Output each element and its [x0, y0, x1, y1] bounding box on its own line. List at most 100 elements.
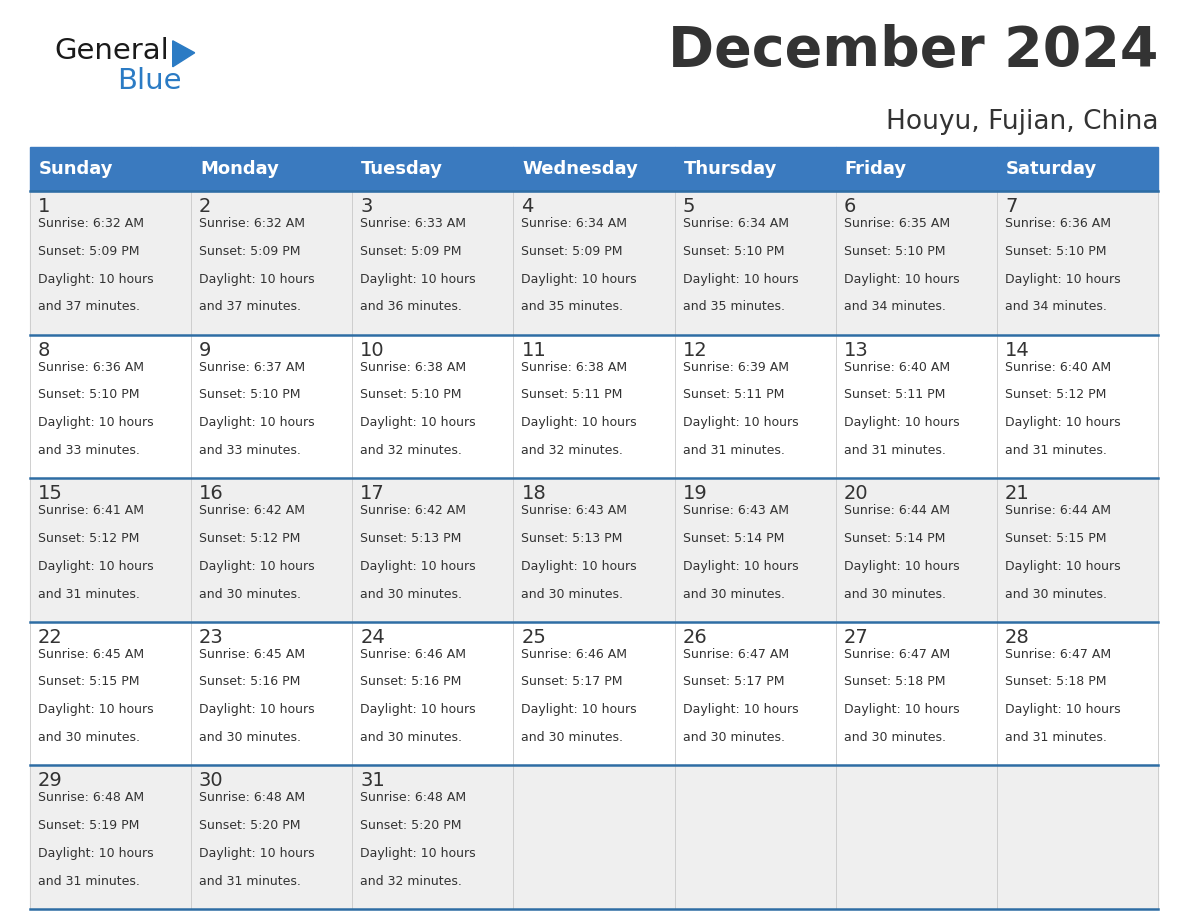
Text: Sunset: 5:09 PM: Sunset: 5:09 PM [198, 245, 301, 258]
Bar [30, 334, 1158, 478]
Text: Sunset: 5:10 PM: Sunset: 5:10 PM [360, 388, 462, 401]
Text: 13: 13 [843, 341, 868, 360]
Text: Sunset: 5:11 PM: Sunset: 5:11 PM [683, 388, 784, 401]
Text: Sunset: 5:20 PM: Sunset: 5:20 PM [360, 819, 462, 832]
Text: Daylight: 10 hours: Daylight: 10 hours [360, 273, 475, 285]
Bar [513, 147, 675, 191]
Text: Sunset: 5:10 PM: Sunset: 5:10 PM [683, 245, 784, 258]
Text: Sunset: 5:20 PM: Sunset: 5:20 PM [198, 819, 301, 832]
Text: Daylight: 10 hours: Daylight: 10 hours [683, 703, 798, 716]
Text: and 35 minutes.: and 35 minutes. [683, 300, 784, 313]
Text: Daylight: 10 hours: Daylight: 10 hours [1005, 416, 1120, 429]
Text: Daylight: 10 hours: Daylight: 10 hours [198, 416, 315, 429]
Text: Sunrise: 6:47 AM: Sunrise: 6:47 AM [1005, 648, 1111, 661]
Text: Daylight: 10 hours: Daylight: 10 hours [683, 560, 798, 573]
Text: Sunrise: 6:44 AM: Sunrise: 6:44 AM [843, 504, 950, 517]
Text: Sunrise: 6:43 AM: Sunrise: 6:43 AM [522, 504, 627, 517]
Bar [30, 191, 1158, 334]
Text: and 30 minutes.: and 30 minutes. [522, 588, 624, 600]
Text: Daylight: 10 hours: Daylight: 10 hours [1005, 273, 1120, 285]
Text: and 31 minutes.: and 31 minutes. [38, 875, 139, 888]
Text: Sunset: 5:14 PM: Sunset: 5:14 PM [683, 532, 784, 545]
Text: Sunset: 5:17 PM: Sunset: 5:17 PM [683, 676, 784, 688]
Text: 14: 14 [1005, 341, 1030, 360]
Text: Daylight: 10 hours: Daylight: 10 hours [1005, 703, 1120, 716]
Text: and 30 minutes.: and 30 minutes. [1005, 588, 1107, 600]
Text: Sunset: 5:14 PM: Sunset: 5:14 PM [843, 532, 946, 545]
Bar [191, 147, 352, 191]
Text: 26: 26 [683, 628, 707, 646]
Bar [997, 147, 1158, 191]
Text: Tuesday: Tuesday [361, 160, 443, 178]
Text: 20: 20 [843, 484, 868, 503]
Text: Sunrise: 6:34 AM: Sunrise: 6:34 AM [522, 217, 627, 230]
Text: 17: 17 [360, 484, 385, 503]
Text: Sunset: 5:18 PM: Sunset: 5:18 PM [843, 676, 946, 688]
Text: Sunrise: 6:48 AM: Sunrise: 6:48 AM [360, 791, 466, 804]
Text: Sunrise: 6:48 AM: Sunrise: 6:48 AM [38, 791, 144, 804]
Text: Sunrise: 6:33 AM: Sunrise: 6:33 AM [360, 217, 466, 230]
Text: 24: 24 [360, 628, 385, 646]
Text: and 30 minutes.: and 30 minutes. [522, 731, 624, 744]
Text: Sunrise: 6:37 AM: Sunrise: 6:37 AM [198, 361, 305, 374]
Text: and 35 minutes.: and 35 minutes. [522, 300, 624, 313]
Bar [352, 147, 513, 191]
Text: 31: 31 [360, 771, 385, 790]
Text: Daylight: 10 hours: Daylight: 10 hours [360, 560, 475, 573]
Text: Friday: Friday [845, 160, 906, 178]
Bar [675, 147, 836, 191]
Text: Sunset: 5:12 PM: Sunset: 5:12 PM [1005, 388, 1106, 401]
Text: 16: 16 [198, 484, 223, 503]
Text: and 34 minutes.: and 34 minutes. [1005, 300, 1107, 313]
Text: Sunrise: 6:36 AM: Sunrise: 6:36 AM [38, 361, 144, 374]
Text: Sunset: 5:15 PM: Sunset: 5:15 PM [1005, 532, 1106, 545]
Text: 1: 1 [38, 197, 50, 216]
Text: Blue: Blue [116, 67, 182, 95]
Text: Sunrise: 6:40 AM: Sunrise: 6:40 AM [843, 361, 950, 374]
Text: 8: 8 [38, 341, 50, 360]
Text: 11: 11 [522, 341, 546, 360]
Text: Sunrise: 6:32 AM: Sunrise: 6:32 AM [198, 217, 305, 230]
Text: Daylight: 10 hours: Daylight: 10 hours [198, 703, 315, 716]
Text: Sunset: 5:18 PM: Sunset: 5:18 PM [1005, 676, 1106, 688]
Text: and 30 minutes.: and 30 minutes. [198, 588, 301, 600]
Text: 15: 15 [38, 484, 63, 503]
Text: Daylight: 10 hours: Daylight: 10 hours [360, 847, 475, 860]
Text: 25: 25 [522, 628, 546, 646]
Text: Sunrise: 6:43 AM: Sunrise: 6:43 AM [683, 504, 789, 517]
Text: Sunset: 5:10 PM: Sunset: 5:10 PM [38, 388, 139, 401]
Text: and 30 minutes.: and 30 minutes. [360, 588, 462, 600]
Text: Sunrise: 6:42 AM: Sunrise: 6:42 AM [198, 504, 305, 517]
Text: and 37 minutes.: and 37 minutes. [38, 300, 140, 313]
Text: Sunrise: 6:48 AM: Sunrise: 6:48 AM [198, 791, 305, 804]
Text: 5: 5 [683, 197, 695, 216]
Text: 7: 7 [1005, 197, 1017, 216]
Text: Sunrise: 6:42 AM: Sunrise: 6:42 AM [360, 504, 466, 517]
Text: Daylight: 10 hours: Daylight: 10 hours [683, 273, 798, 285]
Text: Thursday: Thursday [683, 160, 777, 178]
Text: and 34 minutes.: and 34 minutes. [843, 300, 946, 313]
Text: General: General [55, 37, 170, 65]
Text: Daylight: 10 hours: Daylight: 10 hours [360, 416, 475, 429]
Text: Daylight: 10 hours: Daylight: 10 hours [38, 847, 153, 860]
Text: Sunset: 5:19 PM: Sunset: 5:19 PM [38, 819, 139, 832]
Text: and 31 minutes.: and 31 minutes. [843, 444, 946, 457]
Text: Sunset: 5:09 PM: Sunset: 5:09 PM [360, 245, 462, 258]
Text: Daylight: 10 hours: Daylight: 10 hours [522, 560, 637, 573]
Text: Sunrise: 6:38 AM: Sunrise: 6:38 AM [522, 361, 627, 374]
Text: 19: 19 [683, 484, 707, 503]
Text: 23: 23 [198, 628, 223, 646]
Text: 2: 2 [198, 197, 211, 216]
Text: Houyu, Fujian, China: Houyu, Fujian, China [886, 108, 1158, 135]
Text: Daylight: 10 hours: Daylight: 10 hours [843, 273, 960, 285]
Text: Daylight: 10 hours: Daylight: 10 hours [1005, 560, 1120, 573]
Text: 4: 4 [522, 197, 533, 216]
Text: Saturday: Saturday [1006, 160, 1098, 178]
Text: and 30 minutes.: and 30 minutes. [683, 588, 784, 600]
Text: Daylight: 10 hours: Daylight: 10 hours [522, 703, 637, 716]
Text: Sunset: 5:17 PM: Sunset: 5:17 PM [522, 676, 623, 688]
Text: Daylight: 10 hours: Daylight: 10 hours [843, 703, 960, 716]
Text: Sunset: 5:16 PM: Sunset: 5:16 PM [198, 676, 301, 688]
Text: 18: 18 [522, 484, 546, 503]
Text: Daylight: 10 hours: Daylight: 10 hours [522, 273, 637, 285]
